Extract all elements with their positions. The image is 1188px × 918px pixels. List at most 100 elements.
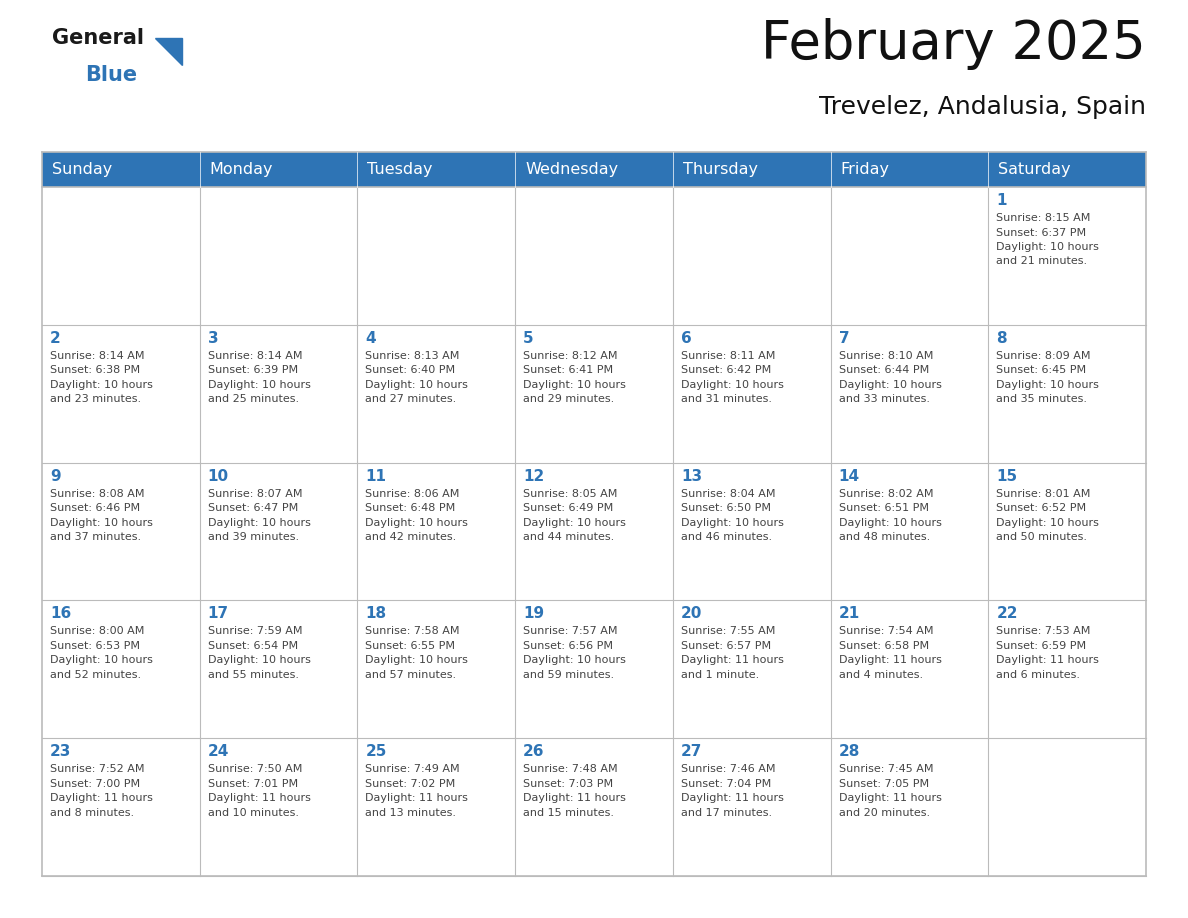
Text: Sunrise: 8:05 AM: Sunrise: 8:05 AM bbox=[523, 488, 618, 498]
Text: Sunset: 7:05 PM: Sunset: 7:05 PM bbox=[839, 778, 929, 789]
Text: Daylight: 10 hours: Daylight: 10 hours bbox=[681, 518, 784, 528]
Text: and 42 minutes.: and 42 minutes. bbox=[366, 532, 456, 543]
Text: Wednesday: Wednesday bbox=[525, 162, 618, 177]
Bar bbox=[830, 187, 988, 325]
Text: and 46 minutes.: and 46 minutes. bbox=[681, 532, 772, 543]
Text: Daylight: 11 hours: Daylight: 11 hours bbox=[50, 793, 153, 803]
Bar bbox=[42, 600, 200, 738]
Bar bbox=[200, 600, 358, 738]
Text: 20: 20 bbox=[681, 607, 702, 621]
Text: Sunset: 6:59 PM: Sunset: 6:59 PM bbox=[997, 641, 1086, 651]
Text: and 27 minutes.: and 27 minutes. bbox=[366, 395, 456, 404]
Text: and 23 minutes.: and 23 minutes. bbox=[50, 395, 141, 404]
Text: and 39 minutes.: and 39 minutes. bbox=[208, 532, 299, 543]
Bar bbox=[988, 463, 1146, 600]
Text: Daylight: 10 hours: Daylight: 10 hours bbox=[997, 242, 1099, 252]
Text: Daylight: 11 hours: Daylight: 11 hours bbox=[839, 655, 941, 666]
Text: Sunrise: 7:54 AM: Sunrise: 7:54 AM bbox=[839, 626, 933, 636]
Bar bbox=[672, 187, 830, 325]
Text: and 20 minutes.: and 20 minutes. bbox=[839, 808, 930, 818]
Text: and 37 minutes.: and 37 minutes. bbox=[50, 532, 141, 543]
Bar bbox=[672, 600, 830, 738]
Text: Sunrise: 7:52 AM: Sunrise: 7:52 AM bbox=[50, 764, 145, 774]
Text: Sunrise: 8:10 AM: Sunrise: 8:10 AM bbox=[839, 351, 933, 361]
Text: General: General bbox=[52, 28, 144, 48]
Text: Daylight: 11 hours: Daylight: 11 hours bbox=[997, 655, 1099, 666]
Text: Daylight: 10 hours: Daylight: 10 hours bbox=[839, 518, 941, 528]
Text: Daylight: 10 hours: Daylight: 10 hours bbox=[208, 380, 310, 390]
Text: 1: 1 bbox=[997, 193, 1006, 208]
Text: Daylight: 11 hours: Daylight: 11 hours bbox=[681, 655, 784, 666]
Text: Sunset: 7:02 PM: Sunset: 7:02 PM bbox=[366, 778, 456, 789]
Bar bbox=[42, 187, 200, 325]
Text: Sunset: 6:38 PM: Sunset: 6:38 PM bbox=[50, 365, 140, 375]
Text: Daylight: 10 hours: Daylight: 10 hours bbox=[997, 518, 1099, 528]
Text: Sunrise: 8:02 AM: Sunrise: 8:02 AM bbox=[839, 488, 933, 498]
Text: Sunset: 6:44 PM: Sunset: 6:44 PM bbox=[839, 365, 929, 375]
Text: Sunset: 7:01 PM: Sunset: 7:01 PM bbox=[208, 778, 298, 789]
Text: and 17 minutes.: and 17 minutes. bbox=[681, 808, 772, 818]
Bar bbox=[358, 463, 516, 600]
Text: Sunrise: 7:49 AM: Sunrise: 7:49 AM bbox=[366, 764, 460, 774]
Text: Sunset: 7:03 PM: Sunset: 7:03 PM bbox=[523, 778, 613, 789]
Text: Sunset: 6:58 PM: Sunset: 6:58 PM bbox=[839, 641, 929, 651]
Text: 14: 14 bbox=[839, 468, 860, 484]
Text: 24: 24 bbox=[208, 744, 229, 759]
Bar bbox=[516, 325, 672, 463]
Text: February 2025: February 2025 bbox=[762, 18, 1146, 70]
Bar bbox=[516, 738, 672, 876]
Text: Sunrise: 8:00 AM: Sunrise: 8:00 AM bbox=[50, 626, 145, 636]
Polygon shape bbox=[154, 38, 182, 65]
Text: Daylight: 10 hours: Daylight: 10 hours bbox=[208, 655, 310, 666]
Text: 26: 26 bbox=[523, 744, 544, 759]
Text: 12: 12 bbox=[523, 468, 544, 484]
Text: 4: 4 bbox=[366, 330, 377, 346]
Text: Daylight: 10 hours: Daylight: 10 hours bbox=[50, 518, 153, 528]
Text: Daylight: 10 hours: Daylight: 10 hours bbox=[208, 518, 310, 528]
Bar bbox=[516, 600, 672, 738]
Text: 16: 16 bbox=[50, 607, 71, 621]
Text: and 35 minutes.: and 35 minutes. bbox=[997, 395, 1087, 404]
Text: Sunset: 6:40 PM: Sunset: 6:40 PM bbox=[366, 365, 455, 375]
Text: Sunrise: 8:09 AM: Sunrise: 8:09 AM bbox=[997, 351, 1091, 361]
Bar bbox=[516, 152, 672, 187]
Text: Sunset: 6:49 PM: Sunset: 6:49 PM bbox=[523, 503, 613, 513]
Bar bbox=[200, 463, 358, 600]
Text: and 8 minutes.: and 8 minutes. bbox=[50, 808, 134, 818]
Text: Saturday: Saturday bbox=[998, 162, 1070, 177]
Text: Sunrise: 7:45 AM: Sunrise: 7:45 AM bbox=[839, 764, 933, 774]
Text: 6: 6 bbox=[681, 330, 691, 346]
Text: Daylight: 10 hours: Daylight: 10 hours bbox=[366, 655, 468, 666]
Text: Sunrise: 8:12 AM: Sunrise: 8:12 AM bbox=[523, 351, 618, 361]
Text: 3: 3 bbox=[208, 330, 219, 346]
Text: and 25 minutes.: and 25 minutes. bbox=[208, 395, 299, 404]
Text: Sunrise: 8:04 AM: Sunrise: 8:04 AM bbox=[681, 488, 776, 498]
Bar bbox=[672, 152, 830, 187]
Text: Sunrise: 8:15 AM: Sunrise: 8:15 AM bbox=[997, 213, 1091, 223]
Bar bbox=[358, 738, 516, 876]
Text: Blue: Blue bbox=[86, 65, 137, 85]
Text: and 55 minutes.: and 55 minutes. bbox=[208, 670, 298, 680]
Bar bbox=[200, 325, 358, 463]
Text: Daylight: 11 hours: Daylight: 11 hours bbox=[523, 793, 626, 803]
Text: Daylight: 10 hours: Daylight: 10 hours bbox=[366, 518, 468, 528]
Text: Sunrise: 7:50 AM: Sunrise: 7:50 AM bbox=[208, 764, 302, 774]
Text: Sunset: 6:53 PM: Sunset: 6:53 PM bbox=[50, 641, 140, 651]
Text: Sunset: 7:04 PM: Sunset: 7:04 PM bbox=[681, 778, 771, 789]
Bar bbox=[516, 187, 672, 325]
Text: 19: 19 bbox=[523, 607, 544, 621]
Text: Sunrise: 8:13 AM: Sunrise: 8:13 AM bbox=[366, 351, 460, 361]
Text: Sunset: 6:52 PM: Sunset: 6:52 PM bbox=[997, 503, 1086, 513]
Text: Daylight: 10 hours: Daylight: 10 hours bbox=[366, 380, 468, 390]
Text: Sunset: 6:51 PM: Sunset: 6:51 PM bbox=[839, 503, 929, 513]
Bar bbox=[200, 152, 358, 187]
Text: Sunset: 6:47 PM: Sunset: 6:47 PM bbox=[208, 503, 298, 513]
Text: Sunrise: 8:14 AM: Sunrise: 8:14 AM bbox=[50, 351, 145, 361]
Bar bbox=[988, 600, 1146, 738]
Text: Sunrise: 7:59 AM: Sunrise: 7:59 AM bbox=[208, 626, 302, 636]
Text: 22: 22 bbox=[997, 607, 1018, 621]
Text: and 10 minutes.: and 10 minutes. bbox=[208, 808, 298, 818]
Bar bbox=[516, 463, 672, 600]
Text: Daylight: 10 hours: Daylight: 10 hours bbox=[50, 380, 153, 390]
Text: Sunset: 6:37 PM: Sunset: 6:37 PM bbox=[997, 228, 1086, 238]
